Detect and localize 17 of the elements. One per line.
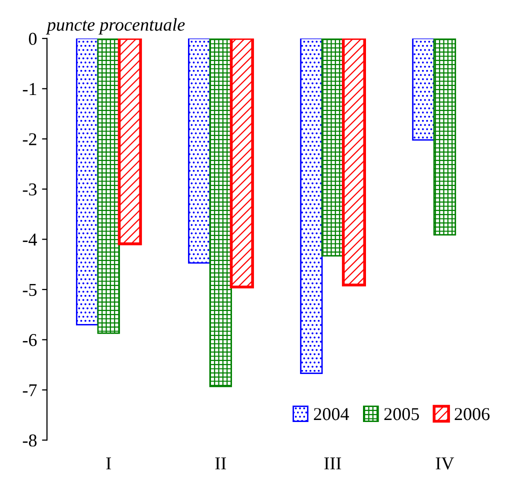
x-tick-label: IV xyxy=(436,457,454,470)
y-axis-title: puncte procentuale xyxy=(46,18,185,34)
legend-label: 2005 xyxy=(384,408,419,420)
y-tick-label: -4 xyxy=(22,234,37,246)
y-tick-label: -1 xyxy=(22,83,36,95)
x-tick-label: II xyxy=(215,457,226,470)
y-tick-label: 0 xyxy=(28,32,37,45)
y-tick-label: -3 xyxy=(22,183,37,196)
y-tick-label: -7 xyxy=(22,384,37,396)
y-tick-label: -8 xyxy=(22,434,37,447)
legend-label: 2004 xyxy=(314,408,349,420)
y-tick-label: -5 xyxy=(22,284,37,296)
x-tick-label: III xyxy=(324,457,342,470)
y-tick-label: -6 xyxy=(22,334,37,346)
x-tick-label: I xyxy=(106,457,111,470)
legend-label: 2006 xyxy=(454,408,490,420)
y-tick-label: -2 xyxy=(22,133,36,146)
